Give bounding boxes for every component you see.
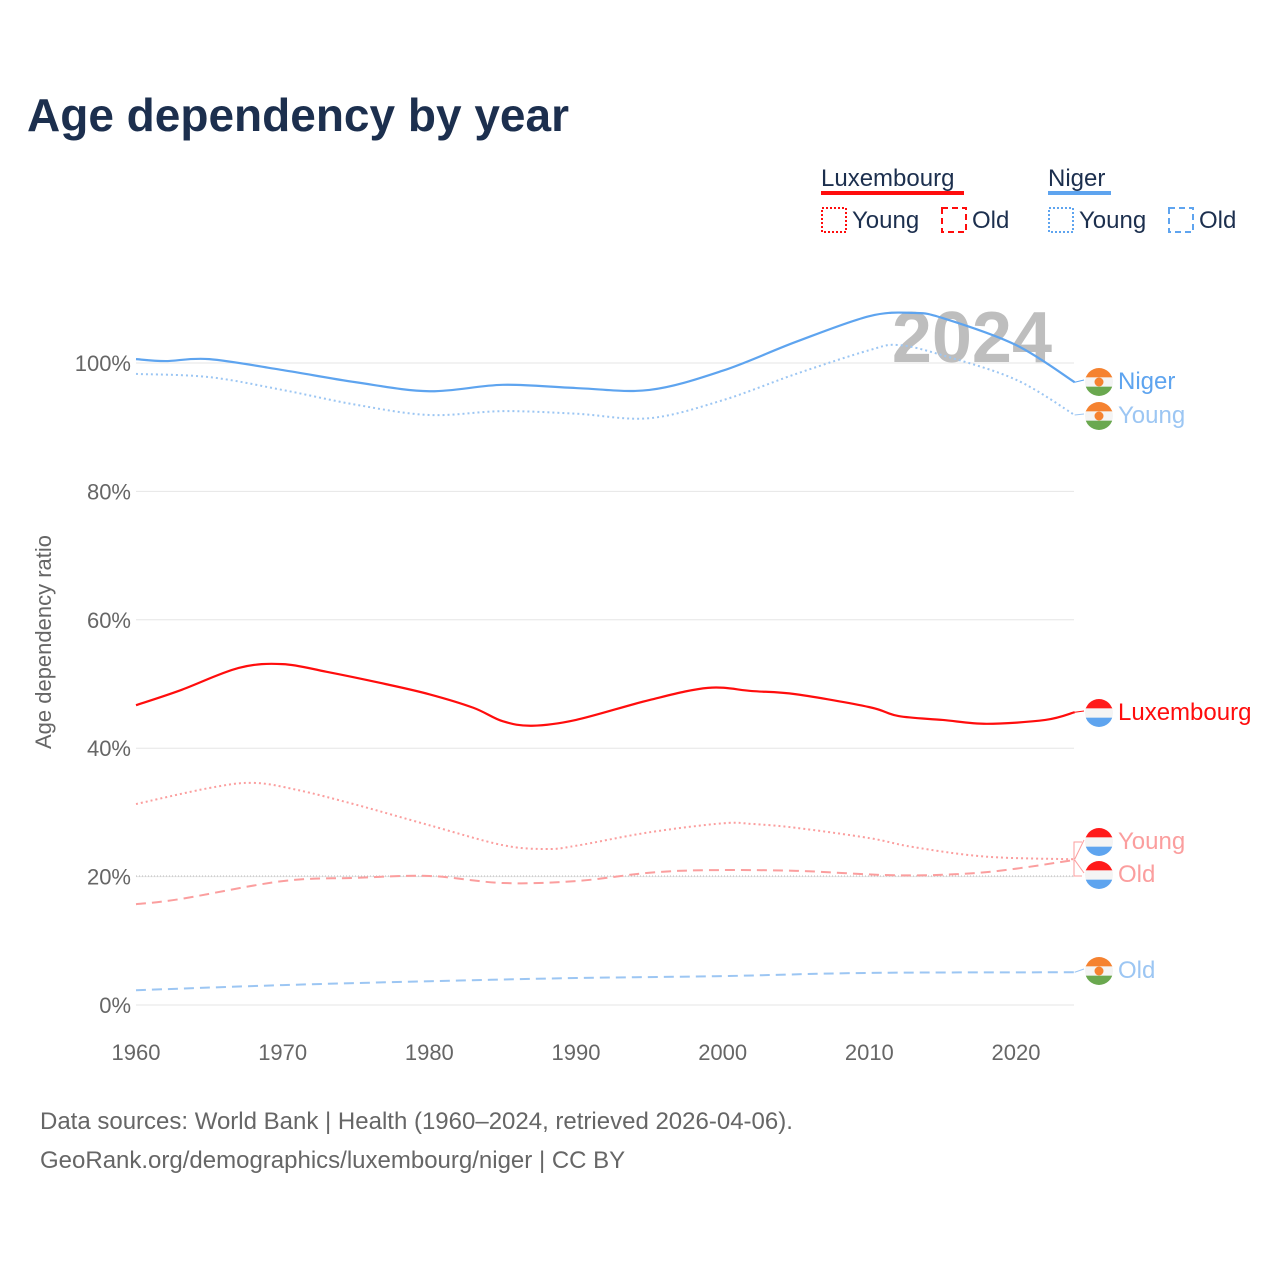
y-axis-label: Age dependency ratio xyxy=(31,535,56,749)
label-bracket xyxy=(1073,841,1082,877)
legend-swatch-old xyxy=(941,207,967,233)
source-url[interactable]: GeoRank.org/demographics/luxembourg/nige… xyxy=(40,1147,626,1174)
series-end-label: Luxembourg xyxy=(1118,699,1251,726)
flag-sun xyxy=(1094,377,1104,387)
x-tick-label: 1990 xyxy=(552,1040,601,1065)
legend-item-old: Old xyxy=(972,207,1009,234)
y-tick-label: 100% xyxy=(75,351,131,376)
series-end-label: Niger xyxy=(1118,368,1175,395)
x-tick-label: 2010 xyxy=(845,1040,894,1065)
leader-line xyxy=(1074,839,1085,860)
flag-stripe xyxy=(1085,975,1113,985)
flag-stripe xyxy=(1085,957,1113,967)
legend-swatch-young xyxy=(821,207,847,233)
flag-stripe xyxy=(1085,861,1113,871)
leader-line xyxy=(1074,710,1085,713)
y-tick-label: 40% xyxy=(87,736,131,761)
x-tick-label: 1970 xyxy=(258,1040,307,1065)
luxembourg-flag-icon xyxy=(1085,699,1113,727)
luxembourg-flag-icon xyxy=(1085,828,1113,856)
y-tick-label: 80% xyxy=(87,479,131,504)
flag-stripe xyxy=(1085,402,1113,412)
series-end-label: Old xyxy=(1118,861,1155,888)
y-tick-label: 0% xyxy=(99,993,131,1018)
legend-item-young: Young xyxy=(1079,207,1146,234)
series-line-luxembourg-old xyxy=(135,858,1075,906)
luxembourg-flag-icon xyxy=(1085,861,1113,889)
legend-swatch-young xyxy=(1048,207,1074,233)
series-line-niger-old xyxy=(135,971,1075,992)
x-tick-label: 1980 xyxy=(405,1040,454,1065)
series-line-luxembourg-young xyxy=(135,781,1075,861)
x-tick-label: 2000 xyxy=(698,1040,747,1065)
leader-line xyxy=(1074,413,1085,416)
flag-stripe xyxy=(1085,386,1113,396)
y-tick-label: 60% xyxy=(87,608,131,633)
series-line-luxembourg xyxy=(135,662,1075,727)
series-end-label: Young xyxy=(1118,402,1185,429)
chart-title: Age dependency by year xyxy=(27,89,569,141)
legend-group-niger: Niger xyxy=(1048,165,1105,192)
legend-swatch-old xyxy=(1168,207,1194,233)
flag-sun xyxy=(1094,411,1104,421)
leader-line xyxy=(1074,968,1085,973)
year-watermark: 2024 xyxy=(892,298,1052,378)
x-tick-label: 1960 xyxy=(112,1040,161,1065)
leader-line xyxy=(1074,859,1085,874)
y-tick-label: 20% xyxy=(87,865,131,890)
flag-sun xyxy=(1094,966,1104,976)
series-end-label: Old xyxy=(1118,957,1155,984)
niger-flag-icon xyxy=(1085,402,1113,430)
flag-stripe xyxy=(1085,879,1113,889)
legend-item-old: Old xyxy=(1199,207,1236,234)
source-text: Data sources: World Bank | Health (1960–… xyxy=(40,1108,793,1135)
niger-flag-icon xyxy=(1085,368,1113,396)
series-line-niger xyxy=(135,311,1076,393)
flag-stripe xyxy=(1085,846,1113,856)
flag-stripe xyxy=(1085,368,1113,378)
flag-stripe xyxy=(1085,420,1113,430)
flag-stripe xyxy=(1085,699,1113,709)
series-end-label: Young xyxy=(1118,828,1185,855)
niger-flag-icon xyxy=(1085,957,1113,985)
x-tick-label: 2020 xyxy=(992,1040,1041,1065)
flag-stripe xyxy=(1085,708,1113,719)
leader-line xyxy=(1074,379,1085,383)
flag-stripe xyxy=(1085,717,1113,727)
flag-stripe xyxy=(1085,828,1113,838)
flag-stripe xyxy=(1085,870,1113,881)
flag-stripe xyxy=(1085,837,1113,848)
legend-item-young: Young xyxy=(852,207,919,234)
legend-group-luxembourg: Luxembourg xyxy=(821,165,954,192)
